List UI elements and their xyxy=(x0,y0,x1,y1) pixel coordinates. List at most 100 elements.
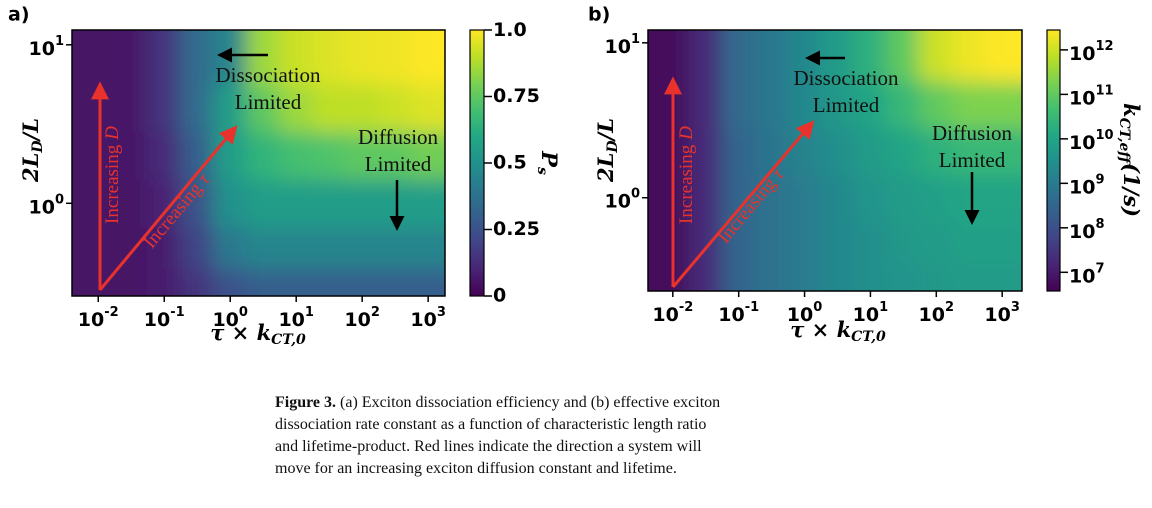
heatmap-cell xyxy=(721,30,755,82)
tick-exponent: -1 xyxy=(170,305,184,320)
heatmap xyxy=(72,30,445,296)
tick-base: 10 xyxy=(984,304,1010,326)
heatmap-cell xyxy=(853,81,887,129)
heatmap-cell xyxy=(648,81,690,129)
heatmap-cell xyxy=(886,221,920,263)
heatmap-cell xyxy=(853,30,887,82)
heatmap-cell xyxy=(688,221,722,263)
heatmap-cell xyxy=(648,174,690,222)
heatmap-cell xyxy=(984,81,1022,129)
heatmap-cell xyxy=(344,30,379,85)
heatmap-cell xyxy=(688,30,722,82)
heatmap-cell xyxy=(113,227,148,270)
heatmap-cell xyxy=(919,81,953,129)
colorbar xyxy=(1046,29,1061,292)
heatmap-cell xyxy=(984,30,1022,82)
tick-base: 10 xyxy=(1069,220,1095,242)
heatmap-cell xyxy=(146,84,181,133)
label-sub: CT,eff xyxy=(1116,118,1132,166)
panel-label: a) xyxy=(8,4,30,26)
heatmap-cell xyxy=(113,179,148,228)
tick-label: 10-1 xyxy=(144,305,185,331)
heatmap-cell xyxy=(72,227,115,270)
label-main: 2L xyxy=(593,153,618,183)
heatmap-cell xyxy=(410,179,445,228)
tick-base: 10 xyxy=(605,35,631,57)
annotation: Limited xyxy=(939,148,1006,172)
heatmap-cell xyxy=(820,30,854,82)
heatmap-cell xyxy=(179,84,214,133)
label-after: /L xyxy=(593,118,618,142)
heatmap-cell xyxy=(886,261,920,291)
heatmap-cell xyxy=(212,179,247,228)
tick-label: 103 xyxy=(410,305,446,331)
heatmap-cell xyxy=(721,221,755,263)
tick-exponent: 3 xyxy=(437,305,446,320)
heatmap-cell xyxy=(212,227,247,270)
heatmap-cell xyxy=(952,81,986,129)
tick-exponent: 1 xyxy=(631,31,640,46)
direction-arrow xyxy=(671,120,815,288)
annotation: Limited xyxy=(235,90,302,114)
y-axis-label: 2LD/L xyxy=(593,118,622,183)
tick-base: 10 xyxy=(787,304,813,326)
caption-text: (a) Exciton dissociation efficiency and … xyxy=(340,394,721,411)
direction-label: Increasing D xyxy=(676,126,697,224)
plot-frame xyxy=(71,29,446,297)
heatmap-cell xyxy=(344,84,379,133)
tick-label: 10-2 xyxy=(652,300,693,326)
tick-exponent: 1 xyxy=(55,33,64,48)
heatmap-cell xyxy=(278,227,313,270)
direction-text: Increasing xyxy=(102,144,123,224)
heatmap-cell xyxy=(919,30,953,82)
heatmap-cell xyxy=(820,261,854,291)
tick-label: 100 xyxy=(212,305,248,331)
caption-text: and lifetime-product. Red lines indicate… xyxy=(275,438,702,455)
tick-label: 101 xyxy=(29,33,65,59)
heatmap-cell xyxy=(311,268,346,296)
annotation: Diffusion xyxy=(932,121,1013,145)
x-axis-label: τ × kCT,0 xyxy=(210,320,306,349)
caption-line: Figure 3. (a) Exciton dissociation effic… xyxy=(275,392,895,414)
heatmap-cell xyxy=(212,84,247,133)
tick-base: 10 xyxy=(1069,176,1095,198)
label-sub: CT,0 xyxy=(851,329,886,345)
label-after: (1/s) xyxy=(1120,163,1145,217)
heatmap-cell xyxy=(245,268,280,296)
heatmap-cell xyxy=(377,131,412,180)
heatmap-cell xyxy=(754,221,788,263)
heatmap-cell xyxy=(146,268,181,296)
heatmap-cell xyxy=(648,127,690,175)
heatmap-cell xyxy=(688,127,722,175)
heatmap-cell xyxy=(754,261,788,291)
tick-exponent: 0 xyxy=(631,186,640,201)
heatmap-cell xyxy=(344,268,379,296)
tick-exponent: 0 xyxy=(239,305,248,320)
heatmap-cell xyxy=(820,81,854,129)
tick-exponent: 10 xyxy=(1095,127,1113,142)
tick-exponent: -2 xyxy=(679,300,693,315)
tick-base: 10 xyxy=(919,304,945,326)
heatmap-cell xyxy=(245,84,280,133)
heatmap-cell xyxy=(952,30,986,82)
tick-base: 10 xyxy=(29,196,55,218)
colorbar xyxy=(469,29,485,297)
label-main: τ × k xyxy=(790,317,851,342)
heatmap-cell xyxy=(754,81,788,129)
heatmap-cell xyxy=(113,131,148,180)
heatmap-cell xyxy=(410,84,445,133)
tick-label: 0 xyxy=(493,285,506,307)
heatmap-cell xyxy=(179,268,214,296)
heatmap-cell xyxy=(344,227,379,270)
direction-var: D xyxy=(676,126,697,141)
heatmap-cell xyxy=(853,221,887,263)
annotation: Dissociation xyxy=(794,66,899,90)
heatmap-cell xyxy=(410,131,445,180)
heatmap-cell xyxy=(952,221,986,263)
heatmap-cell xyxy=(72,179,115,228)
tick-base: 10 xyxy=(212,309,238,331)
tick-label: 0.75 xyxy=(493,85,540,107)
heatmap-cell xyxy=(72,30,115,85)
heatmap-cell xyxy=(146,227,181,270)
heatmap-cell xyxy=(146,30,181,85)
